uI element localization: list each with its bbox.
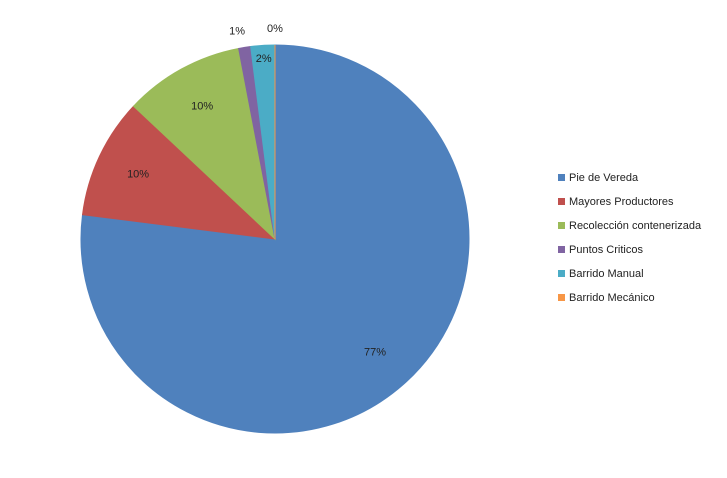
data-label: 10%: [127, 168, 149, 180]
legend-swatch: [558, 246, 565, 253]
legend-swatch: [558, 270, 565, 277]
pie-slice: [80, 44, 470, 434]
data-label: 10%: [191, 100, 213, 112]
legend-label: Pie de Vereda: [569, 172, 639, 184]
legend-label: Recolección contenerizada: [569, 220, 702, 232]
data-label: 1%: [229, 26, 245, 38]
legend-swatch: [558, 294, 565, 301]
legend-swatch: [558, 174, 565, 181]
pie-slice: [81, 105, 277, 240]
data-label: 2%: [256, 53, 272, 65]
legend-label: Barrido Mecánico: [569, 292, 655, 304]
legend-label: Barrido Manual: [569, 268, 644, 280]
data-label: 77%: [364, 346, 386, 358]
pie-slice: [132, 47, 276, 241]
data-label: 0%: [267, 23, 283, 35]
legend-swatch: [558, 222, 565, 229]
legend-label: Mayores Productores: [569, 196, 674, 208]
legend-swatch: [558, 198, 565, 205]
legend-label: Puntos Criticos: [569, 244, 643, 256]
